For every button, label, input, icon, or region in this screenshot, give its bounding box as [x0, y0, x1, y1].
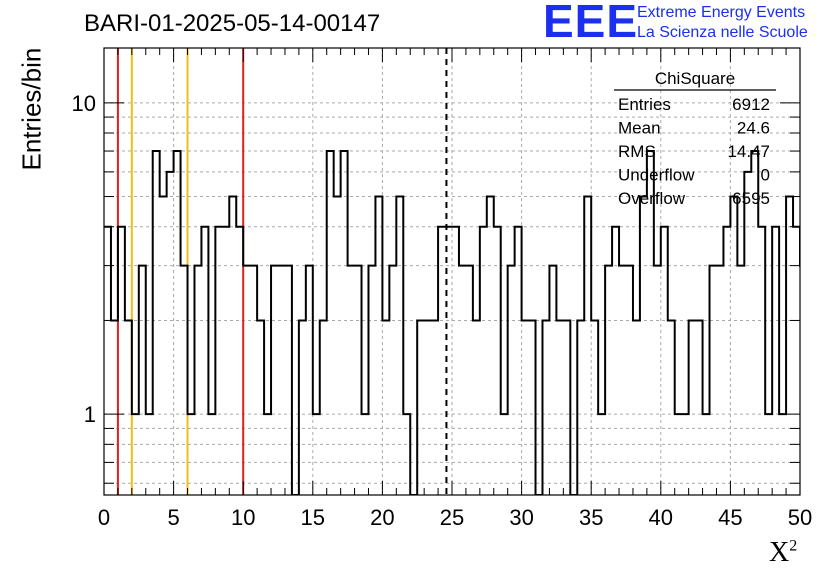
x-tick-label: 20 [370, 505, 394, 530]
x-tick-label: 5 [167, 505, 179, 530]
y-tick-label: 10 [72, 91, 96, 116]
x-axis-label: X2 [769, 537, 797, 569]
x-tick-label: 35 [579, 505, 603, 530]
stats-row-label: RMS [618, 142, 656, 161]
x-tick-label: 45 [718, 505, 742, 530]
x-tick-label: 10 [231, 505, 255, 530]
x-tick-label: 0 [98, 505, 110, 530]
logo-letters: EEE [543, 0, 639, 47]
chart-title: BARI-01-2025-05-14-00147 [84, 10, 381, 37]
x-tick-label: 25 [440, 505, 464, 530]
frame-layer: 0 5 10 15 20 25 30 35 40 45 50 1 10 [72, 47, 812, 530]
logo-line-1: Extreme Energy Events [637, 4, 806, 21]
x-axis-label-superscript: 2 [789, 537, 798, 555]
stats-row-value: 6912 [732, 95, 770, 114]
stats-row-value: 0 [761, 166, 770, 185]
stats-row-value: 24.6 [737, 119, 770, 138]
y-tick-label: 1 [84, 402, 96, 427]
x-tick-label: 30 [509, 505, 533, 530]
x-axis-label-base: X [769, 537, 790, 568]
eee-logo: EEE Extreme Energy Events La Scienza nel… [543, 0, 833, 50]
stats-row-label: Underflow [618, 166, 695, 185]
x-tick-label: 15 [301, 505, 325, 530]
stats-row-value: 14.47 [727, 142, 770, 161]
marker-lines-layer [116, 48, 448, 495]
stats-row-value: 6595 [732, 189, 770, 208]
x-tick-label: 40 [649, 505, 673, 530]
stats-row-label: Entries [618, 95, 671, 114]
stats-row-label: Mean [618, 119, 661, 138]
stats-title: ChiSquare [655, 69, 735, 88]
histogram-layer [104, 150, 800, 495]
histogram-series [104, 150, 800, 495]
logo-line-2: La Scienza nelle Scuole [637, 24, 808, 41]
stats-box: ChiSquare Entries 6912 Mean 24.6 RMS 14.47 Unde… [614, 69, 776, 208]
stats-row-label: Overflow [618, 189, 686, 208]
x-tick-label: 50 [788, 505, 812, 530]
